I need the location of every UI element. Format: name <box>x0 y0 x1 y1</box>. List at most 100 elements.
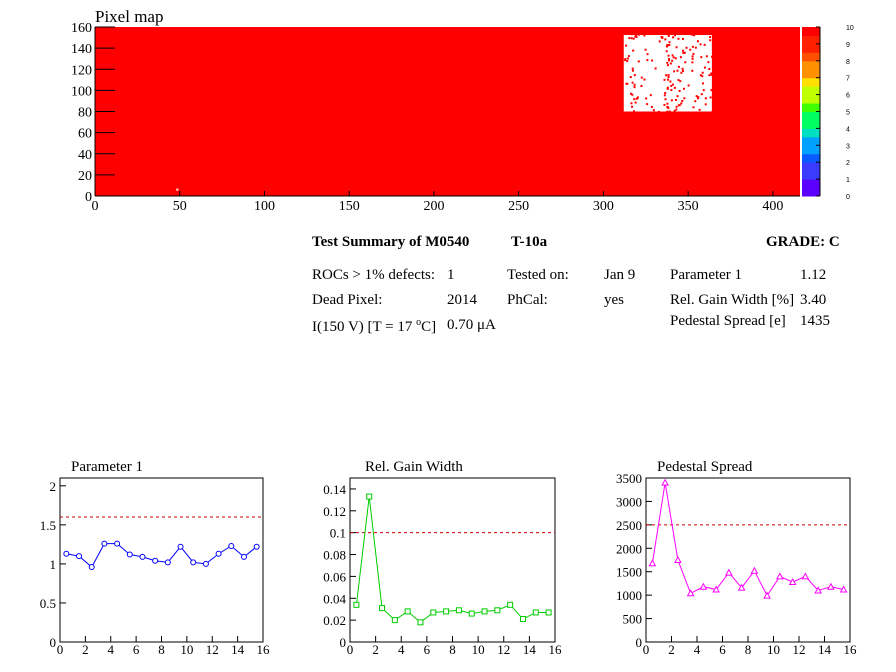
pixel-mark <box>696 97 699 100</box>
pixel-mark <box>630 33 633 36</box>
palette-tick-label: 7 <box>846 76 850 83</box>
pixel-mark <box>702 89 705 92</box>
pixel-mark <box>681 69 684 72</box>
pixel-mark <box>626 60 629 63</box>
pixel-mark <box>677 104 680 107</box>
param1-label: Parameter 1 <box>670 267 743 283</box>
palette-swatch <box>802 179 820 189</box>
pixel-mark <box>643 34 646 37</box>
palette-tick-label: 10 <box>846 25 854 32</box>
pixel-mark <box>691 57 694 60</box>
param1-value: 1.12 <box>800 267 827 283</box>
pixel-mark <box>633 74 636 77</box>
pixel-mark <box>666 64 669 67</box>
pixel-mark <box>663 103 666 106</box>
pixel-mark <box>696 29 699 32</box>
pixel-mark <box>631 105 634 108</box>
pixel-mark <box>692 33 695 36</box>
pixel-mark <box>682 51 685 54</box>
pixel-mark <box>631 69 634 72</box>
pixel-mark <box>707 61 710 64</box>
pixel-mark <box>630 102 633 105</box>
pixel-mark <box>631 81 634 84</box>
summary-title: Test Summary of M0540 <box>312 234 470 250</box>
palette-swatch <box>802 103 820 112</box>
map-x-tick-label: 350 <box>678 199 699 214</box>
pixel-mark <box>624 28 627 31</box>
map-x-tick-label: 250 <box>508 199 529 214</box>
pixel-mark <box>683 32 686 35</box>
pixel-mark <box>686 28 689 31</box>
pixel-mark <box>673 109 676 112</box>
pixel-mark <box>681 100 684 103</box>
pixel-mark <box>703 66 706 69</box>
pixel-mark <box>652 109 655 112</box>
pixel-mark <box>667 76 670 79</box>
pixel-mark <box>628 37 631 40</box>
pixel-mark <box>683 97 686 100</box>
pixel-mark <box>665 31 668 34</box>
pixel-mark <box>675 105 678 108</box>
map-title: Pixel map <box>95 7 163 26</box>
pixel-mark <box>630 92 633 95</box>
pixel-mark <box>692 52 695 55</box>
pixel-mark <box>667 54 670 57</box>
map-y-tick-label: 120 <box>71 63 92 78</box>
dead-pixel-mark <box>176 188 179 191</box>
palette-tick-label: 1 <box>846 177 850 184</box>
pixel-mark <box>694 100 697 103</box>
pixel-mark <box>636 96 639 99</box>
grade-label: GRADE: C <box>766 234 840 250</box>
pixel-mark <box>624 59 627 62</box>
pixel-mark <box>632 110 635 113</box>
pixel-mark <box>706 29 709 32</box>
pixel-mark <box>711 110 714 113</box>
pixel-mark <box>664 98 667 101</box>
pixel-mark <box>700 93 703 96</box>
pixel-mark <box>657 32 660 35</box>
pixel-mark <box>666 61 669 64</box>
pixel-mark <box>635 36 638 39</box>
pixel-mark <box>709 96 712 99</box>
palette-swatch <box>802 111 820 121</box>
pixel-mark <box>699 43 702 46</box>
pixel-mark <box>631 67 634 70</box>
pixel-mark <box>679 80 682 83</box>
pixel-mark <box>658 40 661 43</box>
pixel-mark <box>684 61 687 64</box>
pixel-mark <box>690 33 693 36</box>
pixel-mark <box>666 44 669 47</box>
pixel-mark <box>668 41 671 44</box>
pixel-mark <box>634 35 637 38</box>
pixel-mark <box>666 102 669 105</box>
map-y-tick-label: 60 <box>78 127 92 142</box>
pedestal-spread-label: Pedestal Spread [e] <box>670 313 786 329</box>
pixel-mark <box>704 103 707 106</box>
current-value: 0.70 μA <box>447 317 496 333</box>
rocs-label: ROCs > 1% defects: <box>312 267 436 283</box>
pixel-mark <box>680 102 683 105</box>
pixel-mark <box>634 34 637 37</box>
map-y-tick-label: 160 <box>71 21 92 36</box>
pixel-mark <box>631 93 634 96</box>
pixel-mark <box>649 94 652 97</box>
palette-swatch <box>802 136 820 146</box>
pixel-mark <box>633 98 636 101</box>
pixel-mark <box>671 83 674 86</box>
pixel-mark <box>626 57 629 60</box>
pixel-mark <box>692 106 695 109</box>
pixel-mark <box>681 67 684 70</box>
pixel-mark <box>666 86 669 89</box>
map-x-tick-label: 100 <box>254 199 275 214</box>
palette-tick-label: 6 <box>846 93 850 100</box>
pedestal-spread-value: 1435 <box>800 313 830 329</box>
phcal-value: yes <box>604 292 624 308</box>
map-y-tick-label: 140 <box>71 42 92 57</box>
palette-tick-label: 4 <box>846 126 850 133</box>
dead-pixel-value: 2014 <box>447 292 477 308</box>
pixel-mark <box>669 80 672 83</box>
palette-swatch <box>802 145 820 155</box>
pixel-mark <box>701 31 704 34</box>
pixel-mark <box>669 29 672 32</box>
pixel-mark <box>685 46 688 49</box>
